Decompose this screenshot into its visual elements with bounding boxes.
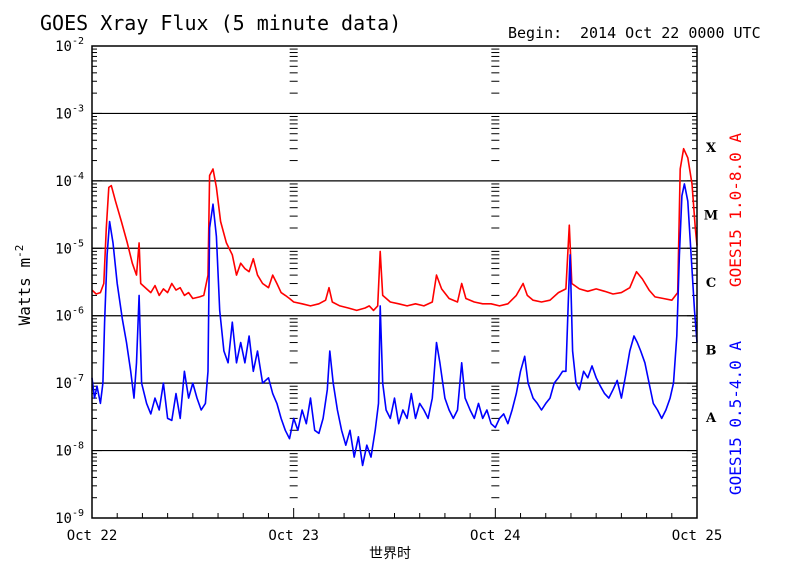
y-tick-base: 10 [55,444,72,460]
x-tick-label: Oct 23 [268,528,319,544]
y-tick-base: 10 [55,39,72,55]
y-tick-exponent: -8 [72,441,84,452]
y-tick-base: 10 [55,106,72,122]
y-tick-exponent: -6 [72,306,84,317]
x-axis-label: 世界时 [369,546,411,562]
series-legend: GOES15 1.0-8.0 A GOES15 0.5-4.0 A [726,133,745,495]
y-tick-exponent: -2 [72,36,84,47]
y-tick-label: 10-5 [55,238,84,257]
y-tick-exponent: -4 [72,171,84,182]
flare-class-x: X [706,141,717,156]
y-tick-base: 10 [55,241,72,257]
y-axis-label: Watts m-2 [13,245,34,326]
y-tick-exponent: -9 [72,508,84,519]
y-axis-label-text: Watts m [15,258,34,325]
y-tick-base: 10 [55,309,72,325]
chart-title: GOES Xray Flux (5 minute data) [40,11,401,35]
y-tick-label: 10-3 [55,103,84,122]
flare-class-b: B [706,343,717,358]
flare-class-labels: X M C B A [704,141,718,426]
legend-entry: GOES15 0.5-4.0 A [726,341,745,495]
y-tick-label: 10-9 [55,508,84,527]
flare-class-c: C [706,276,716,291]
y-axis-ticks: 10-210-310-410-510-610-710-810-9 [55,36,697,527]
y-tick-label: 10-7 [55,373,84,392]
data-series [91,147,698,467]
y-tick-base: 10 [55,376,72,392]
y-tick-label: 10-2 [55,36,84,55]
y-tick-exponent: -3 [72,103,84,114]
x-tick-label: Oct 24 [470,528,521,544]
series-line-long [91,147,698,312]
flare-class-a: A [705,411,717,426]
begin-label: Begin: [508,24,562,42]
y-tick-label: 10-4 [55,171,84,190]
legend-entry: GOES15 1.0-8.0 A [726,133,745,287]
y-tick-label: 10-8 [55,441,84,460]
x-axis-ticks: Oct 22 Oct 23 Oct 24 Oct 25 [67,508,723,544]
y-tick-base: 10 [55,511,72,527]
series-line-short [91,183,698,467]
y-tick-label: 10-6 [55,306,84,325]
y-tick-base: 10 [55,174,72,190]
flare-class-m: M [704,209,718,224]
x-tick-label: Oct 25 [672,528,723,544]
y-tick-exponent: -5 [72,238,84,249]
plot-frame [91,45,698,519]
y-axis-label-sup: -2 [13,245,26,258]
svg-text:Watts m-2: Watts m-2 [13,245,34,326]
begin-value: 2014 Oct 22 0000 UTC [580,24,761,42]
x-tick-label: Oct 22 [67,528,118,544]
y-tick-exponent: -7 [72,373,84,384]
